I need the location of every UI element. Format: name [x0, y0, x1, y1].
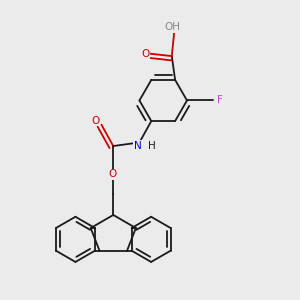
Text: F: F [218, 95, 223, 106]
Text: N: N [134, 141, 142, 151]
Text: OH: OH [164, 22, 181, 32]
Text: H: H [148, 141, 156, 151]
Text: O: O [109, 169, 117, 179]
Text: O: O [91, 116, 100, 126]
Text: O: O [141, 49, 149, 59]
